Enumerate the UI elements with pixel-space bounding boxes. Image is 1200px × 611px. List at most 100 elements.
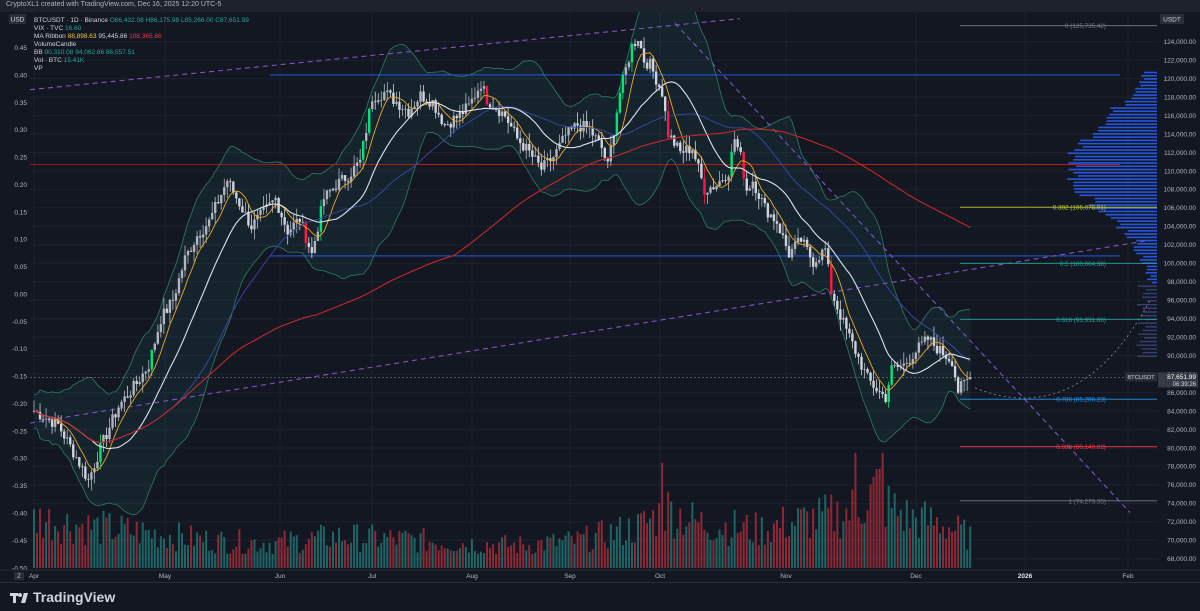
legend-ma-v2: 95,445.86 xyxy=(98,33,128,40)
left-tick-7: 0.10 xyxy=(14,237,27,244)
channel-line-0 xyxy=(29,18,741,91)
fib-label-3: 0.618 (93,931.86) xyxy=(1056,317,1106,324)
x-tick-10: Feb xyxy=(1122,573,1134,580)
right-tick-7: 110,000.00 xyxy=(1164,168,1196,175)
projection-curve xyxy=(974,300,1151,399)
right-tick-28: 68,000.00 xyxy=(1167,556,1196,563)
legend-vix-label: VIX · TVC xyxy=(34,25,64,32)
x-tick-4: Aug xyxy=(466,573,478,580)
left-tick-5: 0.20 xyxy=(14,182,27,189)
legend-ma-label: MA Ribbon xyxy=(34,33,66,40)
price-badge xyxy=(1158,372,1198,388)
left-unit-label: USD xyxy=(11,17,25,24)
right-tick-11: 102,000.00 xyxy=(1163,242,1196,249)
x-tick-1: May xyxy=(159,573,172,580)
legend-symbol: BTCUSDT · 1D · Binance xyxy=(34,17,108,24)
right-tick-8: 108,000.00 xyxy=(1163,187,1196,194)
legend-vol-value: 15.41K xyxy=(63,57,85,64)
left-tick-16: -0.35 xyxy=(12,483,27,490)
legend-ma-v3: 108,365.86 xyxy=(129,33,162,40)
right-tick-21: 82,000.00 xyxy=(1167,427,1196,434)
right-tick-26: 72,000.00 xyxy=(1167,519,1196,526)
left-tick-1: 0.40 xyxy=(14,72,27,79)
tradingview-logo[interactable]: TradingView xyxy=(10,589,115,605)
left-tick-2: 0.35 xyxy=(14,100,27,107)
right-tick-2: 120,000.00 xyxy=(1163,76,1196,83)
right-tick-4: 116,000.00 xyxy=(1164,113,1196,120)
legend-vp: VP xyxy=(34,65,43,72)
right-tick-10: 104,000.00 xyxy=(1163,224,1196,231)
x-tick-9: 2026 xyxy=(1018,573,1033,580)
ma-mid-line xyxy=(33,81,971,450)
fib-label-4: 0.786 (85,286.23) xyxy=(1056,397,1106,404)
left-tick-17: -0.40 xyxy=(12,510,27,517)
legend-bb-values: 90,310.08 94,062.86 86,557.51 xyxy=(44,49,135,56)
ma-slow-line xyxy=(33,128,971,443)
right-tick-20: 84,000.00 xyxy=(1167,408,1196,415)
created-line: CryptoXL1 created with TradingView.com, … xyxy=(6,1,222,8)
left-tick-6: 0.15 xyxy=(14,209,27,216)
right-tick-15: 94,000.00 xyxy=(1167,316,1196,323)
channel-line-1 xyxy=(29,239,1151,424)
left-tick-0: 0.45 xyxy=(14,45,27,52)
left-tick-10: -0.05 xyxy=(12,319,27,326)
legend-bb-label: BB xyxy=(34,49,43,56)
left-tick-3: 0.30 xyxy=(14,127,27,134)
right-tick-13: 98,000.00 xyxy=(1167,279,1196,286)
legend-vol-label: Vol · BTC xyxy=(34,57,62,64)
fib-label-2: 0.5 (100,004.38) xyxy=(1060,261,1106,268)
tradingview-wordmark: TradingView xyxy=(33,589,116,605)
right-tick-6: 112,000.00 xyxy=(1164,150,1196,157)
right-tick-5: 114,000.00 xyxy=(1164,131,1196,138)
right-tick-1: 122,000.00 xyxy=(1163,57,1196,64)
left-tick-13: -0.20 xyxy=(12,401,27,408)
right-tick-16: 92,000.00 xyxy=(1167,334,1196,341)
timezone-icon: Z xyxy=(17,574,21,580)
bollinger-band-fill xyxy=(34,12,971,515)
fib-label-0: 0 (125,735.42) xyxy=(1065,23,1106,30)
right-tick-17: 90,000.00 xyxy=(1167,353,1196,360)
price-chart[interactable]: 0 (125,735.42) 0.382 (106,076.91) 0.5 (100… xyxy=(0,12,1200,582)
bb-lower-line xyxy=(33,132,971,516)
fib-label-5: 0.886 (80,140.02) xyxy=(1056,444,1106,451)
top-bar: CryptoXL1 created with TradingView.com, … xyxy=(0,0,1200,12)
symbol-badge-text: BTCUSDT xyxy=(1127,375,1155,381)
channel-line-2 xyxy=(674,22,1131,513)
tradingview-mark-icon xyxy=(10,591,28,603)
left-tick-18: -0.45 xyxy=(12,538,27,545)
legend-volcandle: VolumeCandle xyxy=(34,41,77,48)
bottom-bar: TradingView xyxy=(0,582,1200,611)
x-tick-3: Jul xyxy=(368,573,377,580)
left-tick-11: -0.10 xyxy=(12,346,27,353)
right-tick-19: 86,000.00 xyxy=(1167,390,1196,397)
right-tick-14: 96,000.00 xyxy=(1167,298,1196,305)
price-badge-countdown: 06:39:26 xyxy=(1173,382,1197,388)
fib-label-1: 0.382 (106,076.91) xyxy=(1053,205,1106,212)
left-tick-12: -0.15 xyxy=(12,374,27,381)
left-tick-8: 0.05 xyxy=(14,264,27,271)
volume-bars xyxy=(33,453,972,568)
x-tick-2: Jun xyxy=(275,573,286,580)
ma-blue-line xyxy=(33,105,971,443)
x-tick-7: Nov xyxy=(780,573,792,580)
right-tick-22: 80,000.00 xyxy=(1167,445,1196,452)
right-tick-3: 118,000.00 xyxy=(1164,94,1196,101)
symbol-badge xyxy=(1125,372,1157,382)
x-tick-6: Oct xyxy=(655,573,665,580)
price-badge-value: 87,651.99 xyxy=(1167,374,1196,381)
right-tick-9: 106,000.00 xyxy=(1163,205,1196,212)
right-tick-23: 78,000.00 xyxy=(1167,464,1196,471)
timezone-button[interactable] xyxy=(14,572,24,580)
left-tick-19: -0.50 xyxy=(12,565,27,572)
right-tick-12: 100,000.00 xyxy=(1163,261,1196,268)
legend: BTCUSDT · 1D · Binance O86,432.08 H86,17… xyxy=(34,17,249,73)
right-unit-label: USDT xyxy=(1163,17,1181,24)
legend-ma-v1: 88,898.63 xyxy=(67,33,97,40)
legend-ohlc: O86,432.08 H86,175.98 L85,266.00 C87,651… xyxy=(109,17,249,24)
right-tick-24: 76,000.00 xyxy=(1167,482,1196,489)
x-tick-0: Apr xyxy=(29,573,40,580)
left-tick-15: -0.30 xyxy=(12,456,27,463)
fib-label-6: 1 (74,273.35) xyxy=(1069,498,1106,505)
volume-profile xyxy=(1067,71,1157,358)
x-tick-5: Sep xyxy=(564,573,576,580)
